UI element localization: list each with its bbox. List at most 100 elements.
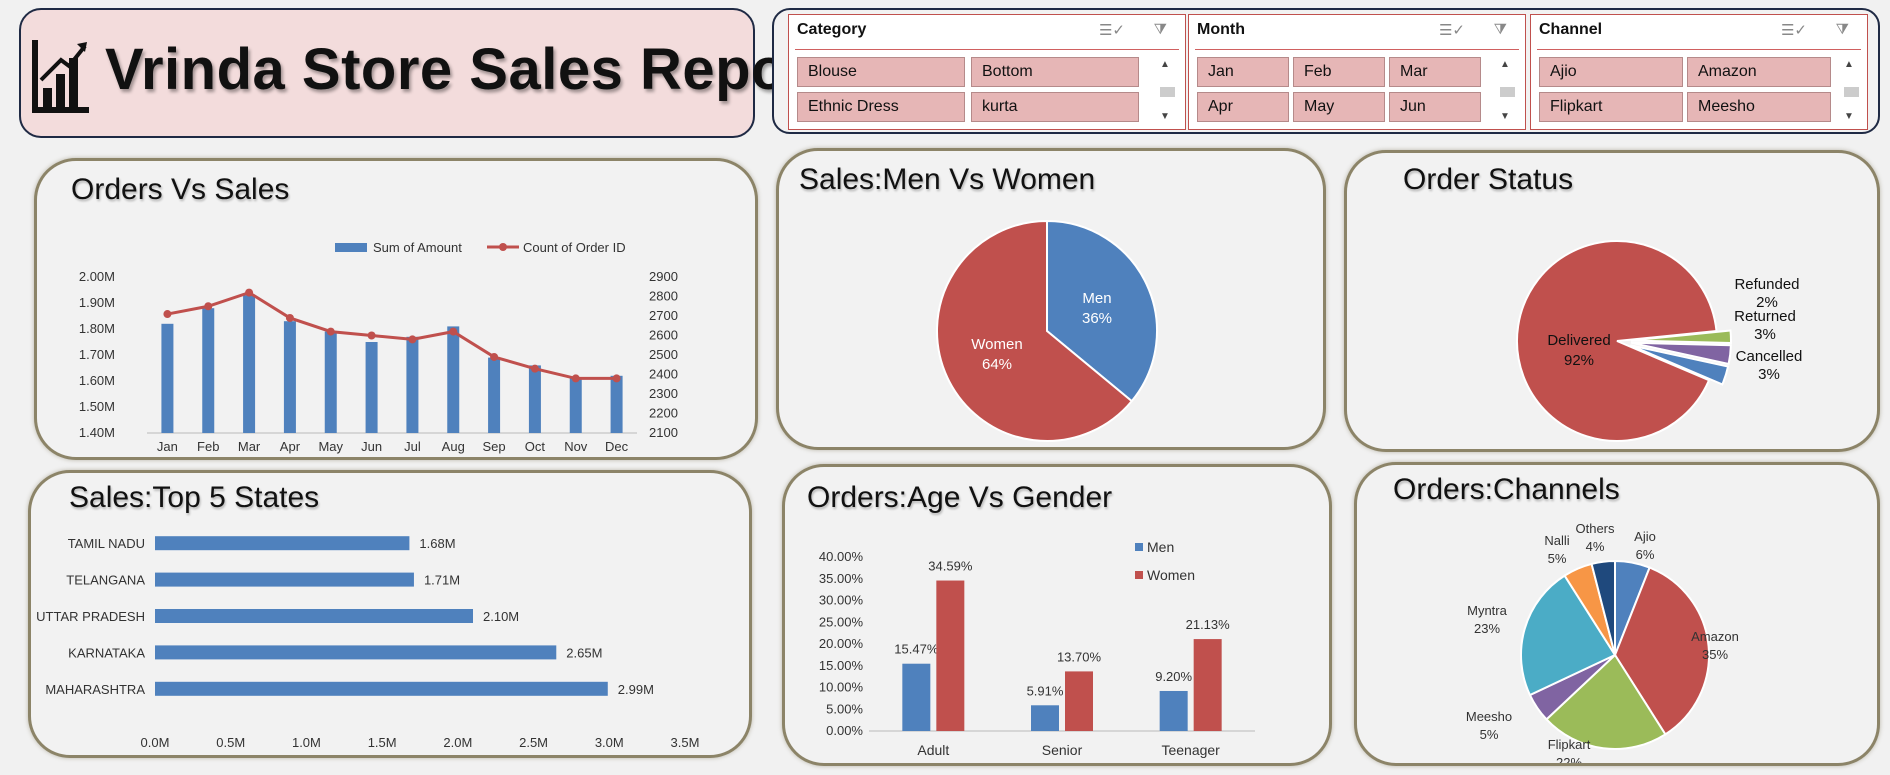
slicer-scrollbar[interactable]: ▲ ▼ bbox=[1497, 59, 1517, 129]
men-bar bbox=[1031, 705, 1059, 731]
x-tick-label: 1.0M bbox=[292, 735, 321, 750]
amount-bar bbox=[365, 342, 378, 433]
legend-swatch bbox=[1135, 571, 1143, 579]
x-tick-label: 3.5M bbox=[671, 735, 700, 750]
scroll-down-icon[interactable]: ▼ bbox=[1844, 111, 1854, 122]
chart-title: Orders:Age Vs Gender bbox=[807, 481, 1113, 514]
chart-title: Orders:Channels bbox=[1393, 473, 1620, 506]
clear-filter-icon[interactable]: ⧩ bbox=[1835, 21, 1849, 38]
bar-chart-logo-icon bbox=[32, 40, 89, 113]
multi-select-icon[interactable]: ☰✓ bbox=[1098, 22, 1125, 39]
pie-slice-myntra bbox=[1520, 574, 1617, 697]
slice-value: 2% bbox=[1756, 294, 1778, 311]
slice-value: 6% bbox=[1636, 547, 1655, 562]
slicer-item-flipkart[interactable]: Flipkart bbox=[1539, 92, 1683, 122]
order-status-panel: Order Status Delivered 92% Refunded 2% Retur… bbox=[1344, 150, 1880, 452]
slice-label: Ajio bbox=[1634, 529, 1656, 544]
slicer-item-feb[interactable]: Feb bbox=[1293, 57, 1385, 87]
data-label: 1.68M bbox=[419, 536, 455, 551]
clear-filter-icon[interactable]: ⧩ bbox=[1493, 21, 1507, 38]
slice-value: 5% bbox=[1480, 727, 1499, 742]
slicer-item-meesho[interactable]: Meesho bbox=[1687, 92, 1831, 122]
data-label: 34.59% bbox=[928, 559, 973, 574]
y-tick-label: 40.00% bbox=[819, 549, 864, 564]
slice-label: Myntra bbox=[1467, 603, 1508, 618]
pie-slice-amazon bbox=[1613, 566, 1710, 736]
slicer-divider bbox=[1537, 49, 1861, 50]
slice-label: Delivered bbox=[1547, 332, 1610, 349]
order-count-point bbox=[612, 374, 621, 383]
slicer-item-may[interactable]: May bbox=[1293, 92, 1385, 122]
slicer-item-amazon[interactable]: Amazon bbox=[1687, 57, 1831, 87]
slicer-item-ethnic-dress[interactable]: Ethnic Dress bbox=[797, 92, 965, 122]
state-bar bbox=[155, 645, 557, 660]
x-tick-label: May bbox=[318, 439, 343, 454]
y2-tick-label: 2800 bbox=[649, 289, 678, 304]
slicer-item-ajio[interactable]: Ajio bbox=[1539, 57, 1683, 87]
slicer-item-jun[interactable]: Jun bbox=[1389, 92, 1481, 122]
data-label: 1.71M bbox=[424, 573, 460, 588]
x-tick-label: Aug bbox=[442, 439, 465, 454]
slice-value: 64% bbox=[982, 356, 1012, 373]
slice-value: 3% bbox=[1758, 366, 1780, 383]
men-vs-women-panel: Sales:Men Vs Women Men 36% Women 64% bbox=[776, 148, 1326, 450]
slicer-item-jan[interactable]: Jan bbox=[1197, 57, 1289, 87]
order-count-point bbox=[163, 310, 172, 319]
y-tick-label: 5.00% bbox=[826, 701, 863, 716]
scroll-down-icon[interactable]: ▼ bbox=[1500, 111, 1510, 122]
slicer-item-apr[interactable]: Apr bbox=[1197, 92, 1289, 122]
pie-slice-men bbox=[1046, 219, 1158, 403]
y-tick-label: 30.00% bbox=[819, 593, 864, 608]
multi-select-icon[interactable]: ☰✓ bbox=[1438, 22, 1465, 39]
y-tick-label: 15.00% bbox=[819, 658, 864, 673]
y2-tick-label: 2600 bbox=[649, 328, 678, 343]
x-tick-label: Jan bbox=[157, 439, 178, 454]
slicer-item-kurta[interactable]: kurta bbox=[971, 92, 1139, 122]
scroll-up-icon[interactable]: ▲ bbox=[1160, 59, 1170, 70]
order-count-point bbox=[408, 335, 417, 344]
data-label: 2.65M bbox=[566, 645, 602, 660]
slice-label: Men bbox=[1082, 290, 1111, 307]
data-label: 2.10M bbox=[483, 609, 519, 624]
order-status-chart: Delivered92%Refunded2%Returned3%Cancelle… bbox=[1516, 240, 1802, 442]
scroll-down-icon[interactable]: ▼ bbox=[1160, 111, 1170, 122]
x-tick-label: Oct bbox=[525, 439, 546, 454]
category-label: TELANGANA bbox=[66, 573, 145, 588]
age-vs-gender-panel: Orders:Age Vs Gender 0.00% 5.00% 10.00% 15.… bbox=[782, 464, 1332, 766]
category-label: UTTAR PRADESH bbox=[36, 609, 145, 624]
y2-tick-label: 2900 bbox=[649, 269, 678, 284]
men-vs-women-chart: Men 36% Women 64% bbox=[936, 219, 1158, 442]
slice-value: 23% bbox=[1474, 621, 1500, 636]
scroll-thumb[interactable] bbox=[1844, 87, 1859, 97]
slicer-scrollbar[interactable]: ▲ ▼ bbox=[1157, 59, 1177, 129]
y-tick-label: 35.00% bbox=[819, 571, 864, 586]
legend-swatch bbox=[1135, 543, 1143, 551]
x-tick-label: 1.5M bbox=[368, 735, 397, 750]
amount-bar bbox=[202, 308, 215, 433]
pie-slice-refunded bbox=[1630, 329, 1732, 345]
slicer-item-blouse[interactable]: Blouse bbox=[797, 57, 965, 87]
scroll-thumb[interactable] bbox=[1500, 87, 1515, 97]
age-vs-gender-chart: 0.00% 5.00% 10.00% 15.00% 20.00% 25.00% 30.00%… bbox=[819, 539, 1255, 758]
x-tick-label: Mar bbox=[238, 439, 261, 454]
x-tick-label: 0.0M bbox=[141, 735, 170, 750]
slicer-item-bottom[interactable]: Bottom bbox=[971, 57, 1139, 87]
x-tick-label: Feb bbox=[197, 439, 219, 454]
legend-label: Women bbox=[1147, 567, 1195, 583]
multi-select-icon[interactable]: ☰✓ bbox=[1780, 22, 1807, 39]
x-tick-label: Sep bbox=[483, 439, 506, 454]
slice-value: 35% bbox=[1702, 647, 1728, 662]
orders-vs-sales-panel: Orders Vs Sales 1.40M 1.50M 1.60M 1.70M 1.80… bbox=[34, 158, 758, 460]
slicer-scrollbar[interactable]: ▲ ▼ bbox=[1841, 59, 1861, 129]
data-label: 2.99M bbox=[618, 682, 654, 697]
chart-title: Orders Vs Sales bbox=[71, 173, 290, 206]
clear-filter-icon[interactable]: ⧩ bbox=[1153, 21, 1167, 38]
slice-value: 3% bbox=[1754, 326, 1776, 343]
slicer-item-mar[interactable]: Mar bbox=[1389, 57, 1481, 87]
scroll-up-icon[interactable]: ▲ bbox=[1500, 59, 1510, 70]
scroll-thumb[interactable] bbox=[1160, 87, 1175, 97]
scroll-up-icon[interactable]: ▲ bbox=[1844, 59, 1854, 70]
x-tick-label: Dec bbox=[605, 439, 629, 454]
pie-slice-women bbox=[936, 219, 1134, 442]
slicer-panel: Category ☰✓ ⧩ Blouse Bottom Ethnic Dress… bbox=[772, 8, 1880, 134]
